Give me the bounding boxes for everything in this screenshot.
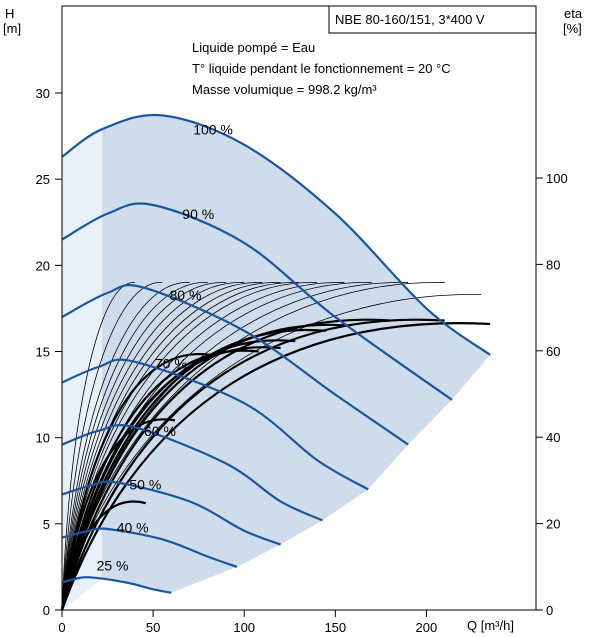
efficiency-curve-thin xyxy=(61,282,208,611)
x-tick-label: 200 xyxy=(416,620,438,635)
left-axis-label-unit: [m] xyxy=(3,21,21,36)
speed-curve xyxy=(61,424,323,522)
speed-curve xyxy=(61,284,409,446)
note-liquid: Liquide pompé = Eau xyxy=(192,40,315,55)
chart-title: NBE 80-160/151, 3*400 V xyxy=(335,12,485,27)
operating-area-fill xyxy=(62,114,491,611)
title-box xyxy=(328,5,537,34)
efficiency-curve-thin xyxy=(61,282,227,611)
speed-curve-label: 60 % xyxy=(144,423,176,439)
speed-curve xyxy=(61,113,491,356)
x-axis-ticks: 0 50 100 150 200 xyxy=(58,610,437,635)
left-tick-label: 25 xyxy=(36,172,50,187)
left-tick-label: 30 xyxy=(36,86,50,101)
left-tick-label: 15 xyxy=(36,345,50,360)
right-tick-label: 100 xyxy=(546,171,568,186)
efficiency-curve-thin xyxy=(61,282,135,611)
operating-area xyxy=(62,114,491,611)
right-tick-label: 20 xyxy=(546,517,560,532)
note-density: Masse volumique = 998.2 kg/m³ xyxy=(192,82,377,97)
speed-curve-label: 90 % xyxy=(182,206,214,222)
speed-curve xyxy=(61,358,369,491)
left-axis-label-h: H xyxy=(5,6,14,21)
right-tick-label: 0 xyxy=(546,603,553,618)
speed-curve-label: 40 % xyxy=(117,520,149,536)
plot-frame xyxy=(61,5,537,611)
right-tick-label: 80 xyxy=(546,257,560,272)
efficiency-curve-thin xyxy=(61,282,190,611)
efficiency-curve-thin xyxy=(61,282,245,611)
left-tick-label: 20 xyxy=(36,258,50,273)
right-axis-ticks: 0 20 40 60 80 100 xyxy=(536,171,568,618)
note-temperature: T° liquide pendant le fonctionnement = 2… xyxy=(192,61,451,76)
right-tick-label: 40 xyxy=(546,430,560,445)
speed-curve xyxy=(61,202,453,401)
efficiency-curve-thick xyxy=(60,352,212,611)
speed-curves xyxy=(61,113,491,594)
right-axis-label-unit: [%] xyxy=(563,21,582,36)
speed-curve xyxy=(61,576,172,594)
speed-curve-labels: 100 % 90 % 80 % 70 % 60 % 50 % 40 % 25 % xyxy=(97,121,233,573)
efficiency-curve-thick xyxy=(60,318,445,611)
right-tick-label: 60 xyxy=(546,344,560,359)
x-tick-label: 0 xyxy=(58,620,65,635)
x-tick-label: 50 xyxy=(146,620,160,635)
left-tick-label: 5 xyxy=(43,517,50,532)
speed-curve-label: 25 % xyxy=(97,557,129,573)
x-tick-label: 150 xyxy=(324,620,346,635)
x-axis-label: Q [m³/h] xyxy=(467,618,514,633)
left-axis-ticks: 0 5 10 15 20 25 30 xyxy=(36,86,62,618)
speed-curve xyxy=(61,480,281,546)
left-tick-label: 10 xyxy=(36,431,50,446)
right-axis-label-eta: eta xyxy=(564,6,583,21)
speed-curve xyxy=(61,527,238,568)
speed-curve-label: 50 % xyxy=(129,476,161,492)
speed-curve-label: 80 % xyxy=(170,287,202,303)
left-tick-label: 0 xyxy=(43,603,50,618)
efficiency-curve-thin xyxy=(61,282,263,611)
speed-curve-label: 100 % xyxy=(193,121,233,137)
speed-curve-label: 70 % xyxy=(155,356,187,372)
x-tick-label: 100 xyxy=(233,620,255,635)
